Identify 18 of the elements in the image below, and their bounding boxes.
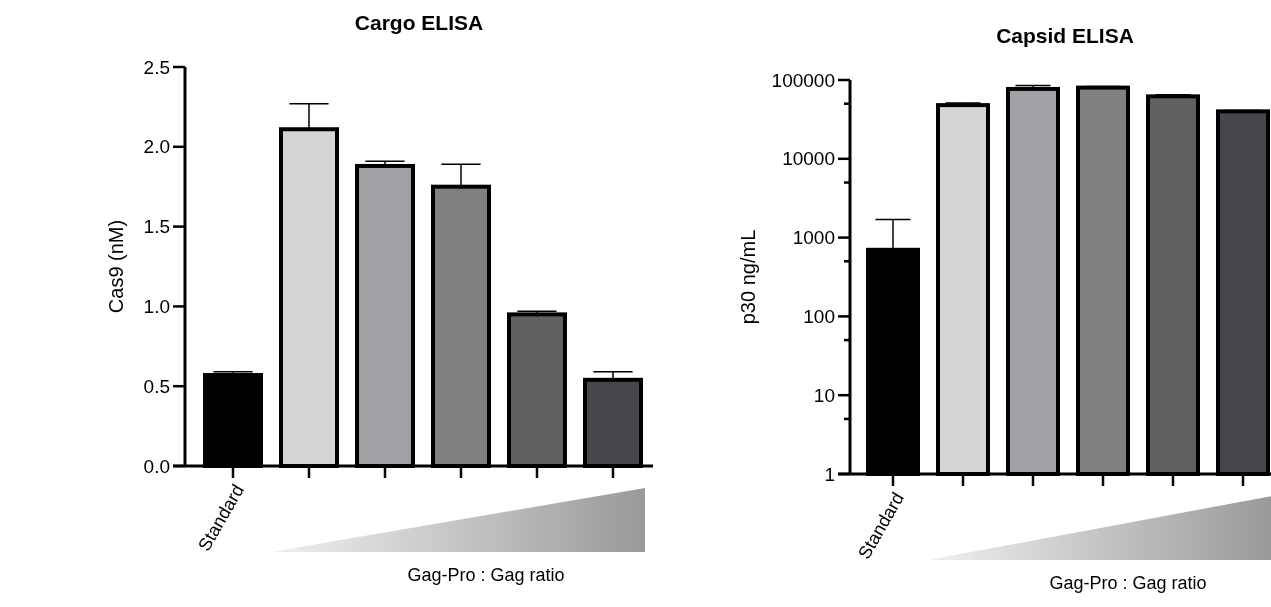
y-tick-label: 2.5 bbox=[143, 56, 170, 78]
y-axis-title: p30 ng/mL bbox=[737, 229, 759, 325]
y-tick-label: 10 bbox=[813, 384, 835, 406]
y-tick-label: 1.5 bbox=[143, 216, 170, 238]
y-tick-label: 1 bbox=[824, 463, 835, 485]
y-tick-label: 1.0 bbox=[143, 296, 170, 318]
y-tick-label: 10000 bbox=[782, 148, 835, 170]
y-tick-label: 0.0 bbox=[143, 455, 170, 477]
chart-title: Capsid ELISA bbox=[996, 24, 1134, 47]
text: Gag-Pro : Gag ratio bbox=[407, 565, 565, 585]
y-axis-title: Cas9 (nM) bbox=[105, 219, 127, 314]
chart-title: Cargo ELISA bbox=[354, 11, 484, 34]
text: Gag-Pro : Gag ratio bbox=[1049, 573, 1207, 593]
y-tick-label: 100 bbox=[803, 306, 835, 328]
y-tick-label: 0.5 bbox=[143, 375, 170, 397]
y-tick-label: 2.0 bbox=[143, 136, 170, 158]
y-tick-label: 100000 bbox=[771, 69, 835, 91]
y-tick-label: 1000 bbox=[792, 227, 835, 249]
